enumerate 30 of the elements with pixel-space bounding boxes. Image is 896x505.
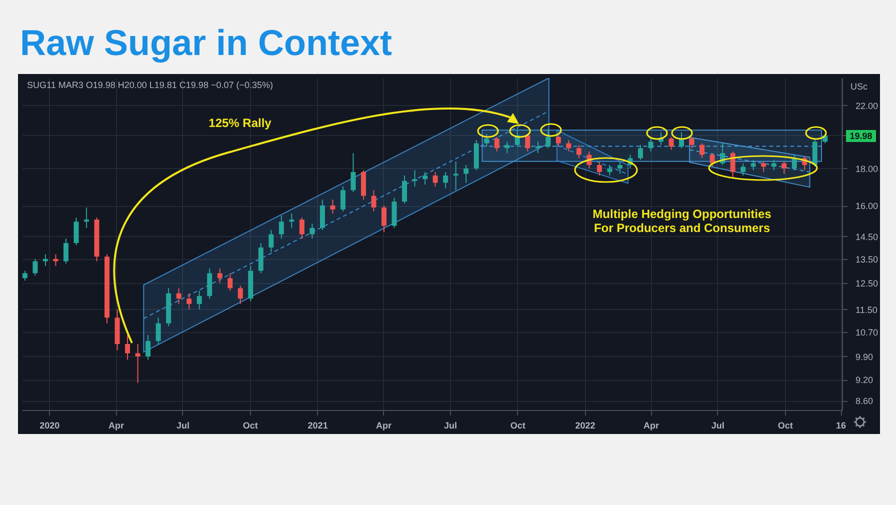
x-tick-label: Jul [444,420,457,430]
annotation: Multiple Hedging Opportunities For Producers and Consumers [592,207,772,235]
x-tick-label: Apr [643,420,660,430]
x-tick-label: Oct [510,420,526,430]
y-tick-label: 9.20 [856,375,874,386]
x-tick-label: Oct [242,420,258,430]
x-tick-label: 2022 [575,420,596,430]
x-tick-label: 2021 [308,420,328,430]
x-tick-label: Jul [711,420,724,430]
text: 19.98 [846,130,876,142]
y-tick-label: 12.50 [856,278,878,289]
x-tick-label: Apr [376,420,392,430]
y-axis-title: USc [850,82,868,92]
x-tick-label: 2020 [40,420,60,430]
y-tick-label: 18.00 [856,164,878,174]
y-tick-label: 10.70 [856,328,878,338]
y-tick-label: 13.50 [856,254,878,264]
chart-title: Raw Sugar in Context [20,22,392,64]
y-tick-label: 14.50 [856,232,878,242]
y-tick-label: 8.60 [856,396,874,406]
y-tick-label: 11.50 [856,304,878,315]
y-tick-label: 22.00 [856,100,878,111]
x-tick-label: 16 [836,420,846,430]
y-tick-label: 9.90 [856,352,874,362]
x-tick-label: Jul [176,420,190,430]
chart-subtitle: SUG11 MAR3 O19.98 H20.00 L19.81 C19.98 −0.07 (−0.35%) [27,80,273,90]
y-tick-label: 16.00 [856,201,878,211]
annotation: 125% Rally [208,116,272,130]
x-tick-label: Oct [778,420,793,430]
x-tick-label: Apr [108,420,125,430]
